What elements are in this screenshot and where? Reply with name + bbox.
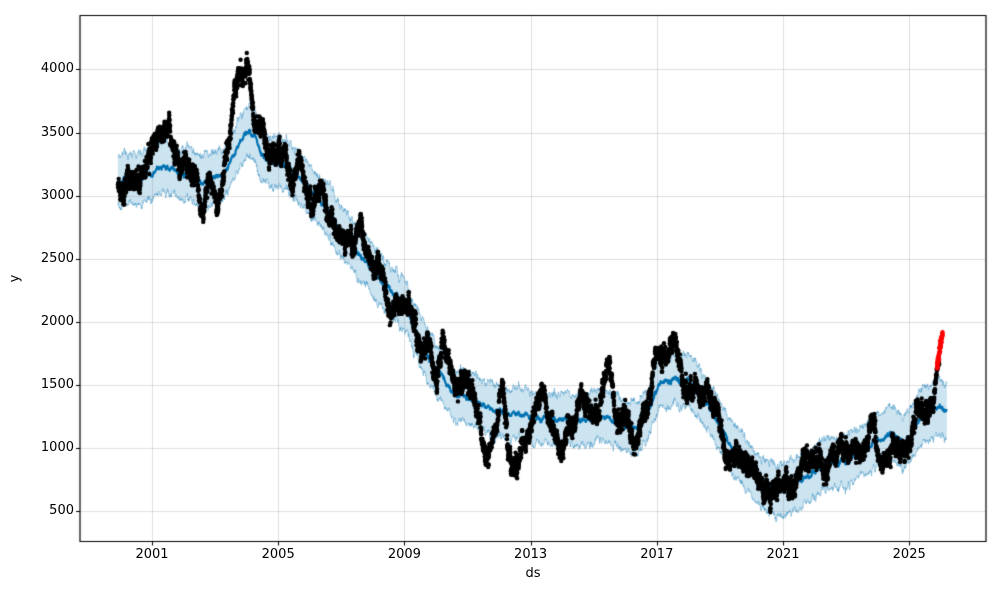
y-tick-label: 3500 — [40, 124, 74, 140]
x-tick-label: 2017 — [640, 547, 674, 562]
x-tick-label: 2025 — [892, 547, 926, 562]
y-tick-label: 3000 — [40, 187, 74, 203]
y-tick-label: 2000 — [40, 313, 74, 329]
x-tick-label: 2009 — [387, 547, 421, 562]
x-tick-label: 2021 — [766, 547, 800, 562]
y-axis-label: y — [7, 274, 23, 283]
y-tick-label: 2500 — [40, 250, 74, 266]
y-tick-label: 1000 — [40, 439, 74, 455]
x-tick-label: 2001 — [135, 547, 169, 562]
x-tick-label: 2005 — [261, 547, 295, 562]
y-tick-label: 500 — [49, 502, 74, 518]
x-axis-label: ds — [525, 566, 541, 581]
y-tick-label: 4000 — [40, 61, 74, 77]
x-tick-label: 2013 — [514, 547, 548, 562]
y-tick-label: 1500 — [40, 376, 74, 392]
